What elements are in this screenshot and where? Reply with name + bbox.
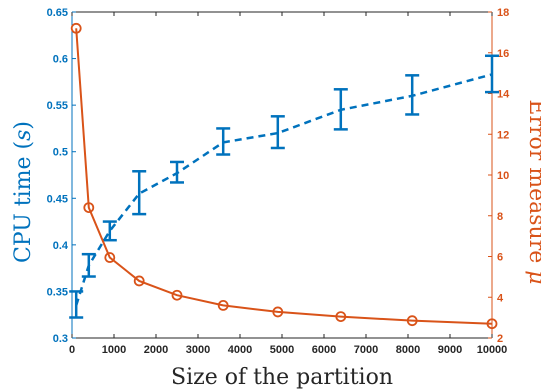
x-tick-label: 3000: [186, 344, 210, 356]
left-y-axis-ticks: 0.3 0.35 0.4 0.45 0.5 0.55 0.6 0.65: [47, 7, 76, 345]
left-y-tick-label: 0.35: [47, 286, 68, 298]
series-cpu-time: [69, 54, 499, 319]
x-tick-label: 5000: [270, 344, 294, 356]
cpu-time-errorbar: [405, 74, 420, 116]
right-y-tick-label: 6: [497, 252, 503, 264]
right-y-tick-label: 14: [497, 89, 510, 101]
error-measure-point: [171, 289, 183, 301]
x-tick-label: 1000: [102, 344, 126, 356]
error-measure-point: [272, 306, 284, 318]
error-measure-point: [70, 22, 82, 34]
left-y-tick-label: 0.5: [53, 147, 68, 159]
right-y-tick-label: 16: [497, 48, 509, 60]
right-y-tick-label: 8: [497, 211, 503, 223]
error-measure-point: [217, 299, 229, 311]
error-measure-point: [104, 252, 116, 263]
right-y-axis-ticks: 2 4 6 8 10 12 14 16 18: [488, 7, 510, 345]
x-axis-ticks: 0 1000 2000 3000 4000 5000 6000 7000 8000 9000 100…: [69, 12, 507, 356]
right-y-tick-label: 2: [497, 333, 503, 345]
left-y-axis-title: CPU time (s): [11, 121, 36, 263]
x-tick-label: 2000: [144, 344, 168, 356]
left-y-tick-label: 0.3: [53, 333, 68, 345]
cpu-time-errorbar: [333, 88, 348, 131]
x-tick-label: 0: [69, 344, 75, 356]
left-y-tick-label: 0.4: [53, 240, 69, 252]
right-y-tick-label: 18: [497, 7, 509, 19]
x-tick-label: 10000: [477, 344, 508, 356]
error-measure-point: [486, 318, 498, 330]
left-y-tick-label: 0.65: [47, 7, 68, 19]
right-y-axis-title: Error measure μ: [524, 99, 541, 284]
cpu-time-errorbar: [81, 252, 96, 278]
right-y-tick-label: 4: [497, 292, 504, 304]
cpu-time-errorbar: [270, 115, 285, 150]
cpu-time-errorbar: [216, 127, 231, 156]
cpu-time-errorbar: [170, 160, 184, 184]
x-tick-label: 6000: [312, 344, 336, 356]
left-y-tick-label: 0.6: [53, 54, 68, 66]
error-measure-line: [75, 28, 493, 325]
cpu-time-errorbar: [485, 54, 499, 94]
series-error-measure: [70, 22, 498, 330]
left-y-tick-label: 0.55: [47, 100, 68, 112]
cpu-time-line: [75, 73, 493, 306]
right-y-tick-label: 10: [497, 170, 509, 182]
x-tick-label: 4000: [228, 344, 252, 356]
cpu-time-errorbar: [132, 170, 147, 216]
right-y-tick-label: 12: [497, 129, 509, 141]
x-tick-label: 7000: [354, 344, 378, 356]
error-measure-point: [335, 311, 347, 323]
plot-frame: [71, 11, 493, 339]
error-measure-point: [83, 202, 95, 214]
error-measure-point: [406, 315, 418, 327]
cpu-time-errorbar: [102, 220, 117, 242]
error-measure-point: [133, 275, 145, 287]
x-axis-title: Size of the partition: [171, 365, 393, 390]
cpu-time-errorbar: [69, 290, 84, 319]
left-y-tick-label: 0.45: [47, 193, 68, 205]
x-tick-label: 8000: [396, 344, 420, 356]
x-tick-label: 9000: [438, 344, 462, 356]
